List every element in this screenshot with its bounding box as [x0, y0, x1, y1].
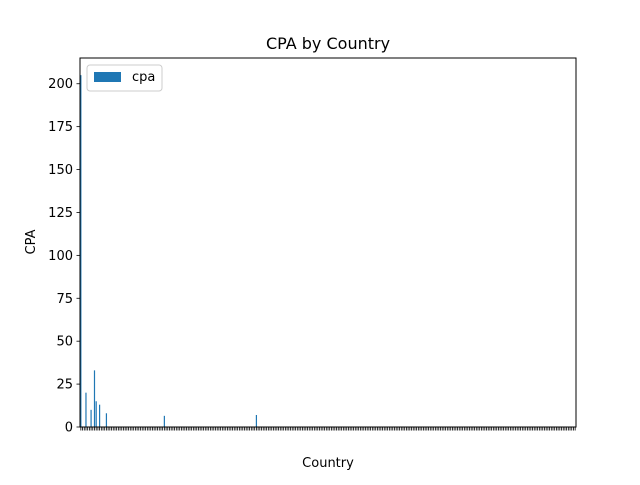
- legend-swatch: [94, 72, 121, 82]
- y-axis-ticks: 0 25 50 75 100 125 150 175 200: [48, 77, 80, 436]
- y-tick-label: 75: [56, 292, 73, 307]
- bar: [255, 414, 258, 427]
- bar-group: [80, 75, 258, 427]
- x-axis-ticks: [80, 427, 576, 431]
- y-tick-label: 100: [48, 249, 73, 264]
- y-axis-label: CPA: [24, 229, 39, 254]
- legend-box: [86, 64, 163, 92]
- x-axis-label: Country: [302, 456, 354, 471]
- bar: [93, 370, 96, 427]
- y-tick-label: 0: [65, 421, 73, 436]
- chart-title: CPA by Country: [266, 34, 390, 53]
- y-tick-label: 50: [56, 335, 73, 350]
- plot-frame: [79, 57, 577, 428]
- bar: [90, 409, 92, 427]
- bar: [85, 392, 87, 427]
- legend-label: cpa: [132, 70, 155, 85]
- bar: [105, 413, 108, 427]
- y-tick-label: 200: [48, 77, 73, 92]
- y-tick-label: 150: [48, 163, 73, 178]
- legend: cpa: [86, 64, 163, 92]
- bar: [163, 415, 165, 427]
- bar: [95, 401, 97, 427]
- y-tick-label: 125: [48, 206, 73, 221]
- y-tick-label: 25: [56, 378, 73, 393]
- bar: [99, 404, 101, 427]
- y-tick-label: 175: [48, 120, 73, 135]
- bar: [80, 75, 82, 427]
